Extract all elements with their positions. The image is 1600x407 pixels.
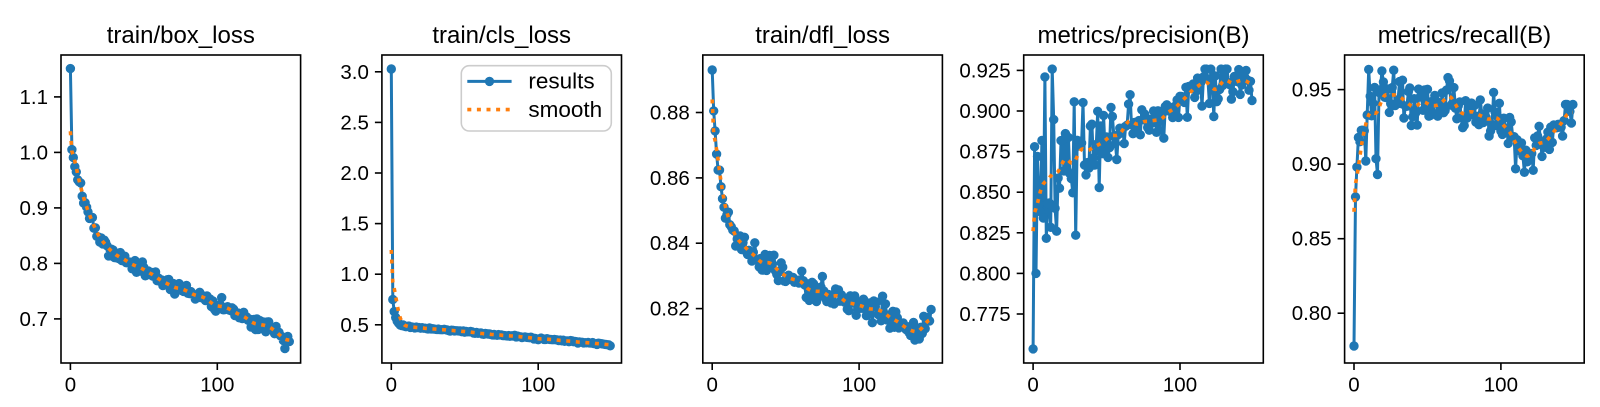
svg-text:0.86: 0.86 bbox=[650, 167, 690, 190]
svg-text:0: 0 bbox=[386, 374, 397, 397]
svg-text:0.775: 0.775 bbox=[959, 303, 1010, 326]
svg-text:train/box_loss: train/box_loss bbox=[107, 22, 255, 49]
svg-text:0.8: 0.8 bbox=[20, 252, 49, 275]
svg-text:0.9: 0.9 bbox=[20, 197, 49, 220]
svg-text:3.0: 3.0 bbox=[340, 61, 369, 84]
svg-text:0.900: 0.900 bbox=[959, 100, 1010, 123]
svg-text:0.90: 0.90 bbox=[1292, 153, 1332, 176]
svg-text:0.925: 0.925 bbox=[959, 59, 1010, 82]
svg-text:0: 0 bbox=[65, 374, 76, 397]
svg-text:0: 0 bbox=[1027, 374, 1038, 397]
svg-text:train/cls_loss: train/cls_loss bbox=[432, 22, 571, 49]
svg-text:2.0: 2.0 bbox=[340, 162, 369, 185]
svg-text:0.7: 0.7 bbox=[20, 308, 49, 331]
svg-text:100: 100 bbox=[842, 374, 876, 397]
svg-text:metrics/precision(B): metrics/precision(B) bbox=[1037, 22, 1249, 49]
svg-text:metrics/recall(B): metrics/recall(B) bbox=[1378, 22, 1551, 49]
svg-text:1.1: 1.1 bbox=[20, 86, 49, 109]
svg-text:0.875: 0.875 bbox=[959, 141, 1010, 164]
svg-text:100: 100 bbox=[521, 374, 555, 397]
svg-text:0: 0 bbox=[1348, 374, 1359, 397]
svg-text:0.825: 0.825 bbox=[959, 222, 1010, 245]
svg-text:2.5: 2.5 bbox=[340, 111, 369, 134]
svg-text:0: 0 bbox=[706, 374, 717, 397]
svg-text:1.5: 1.5 bbox=[340, 213, 369, 236]
svg-text:0.5: 0.5 bbox=[340, 314, 369, 337]
svg-text:results: results bbox=[528, 69, 594, 94]
svg-text:0.850: 0.850 bbox=[959, 181, 1010, 204]
svg-text:100: 100 bbox=[1163, 374, 1197, 397]
svg-text:0.80: 0.80 bbox=[1292, 302, 1332, 325]
svg-text:train/dfl_loss: train/dfl_loss bbox=[755, 22, 890, 49]
svg-text:1.0: 1.0 bbox=[20, 141, 49, 164]
svg-text:0.88: 0.88 bbox=[650, 102, 690, 125]
svg-text:0.84: 0.84 bbox=[650, 232, 690, 255]
svg-text:1.0: 1.0 bbox=[340, 263, 369, 286]
svg-text:0.82: 0.82 bbox=[650, 298, 690, 321]
svg-text:100: 100 bbox=[200, 374, 234, 397]
svg-text:100: 100 bbox=[1484, 374, 1518, 397]
svg-text:0.800: 0.800 bbox=[959, 262, 1010, 285]
svg-text:0.85: 0.85 bbox=[1292, 228, 1332, 251]
svg-text:0.95: 0.95 bbox=[1292, 79, 1332, 102]
svg-text:smooth: smooth bbox=[528, 97, 602, 122]
